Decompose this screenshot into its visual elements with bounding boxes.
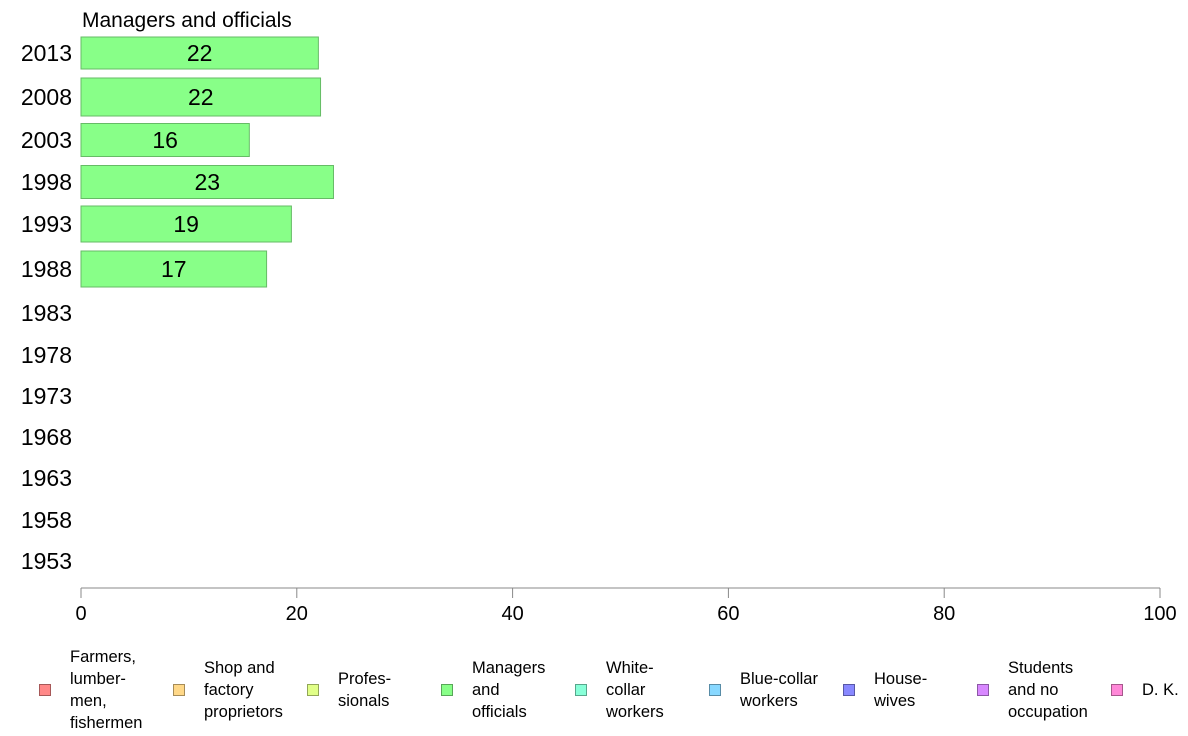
x-tick-label: 60	[717, 603, 739, 625]
bar	[80, 165, 334, 199]
legend-item: White- collar workers	[575, 657, 664, 723]
chart-rows: 2013 22 2008 22 2003 16 1998 23 1993 19 1988 17 1983…	[21, 36, 334, 574]
bar	[80, 205, 292, 243]
legend-item: Managers and officials	[441, 657, 545, 723]
x-tick-label: 40	[501, 603, 523, 625]
x-tick-label: 100	[1143, 603, 1176, 625]
legend-swatch	[307, 684, 319, 696]
legend-item: Farmers, lumber- men, fishermen	[39, 646, 142, 734]
bar	[80, 77, 322, 117]
bar-value-label: 17	[161, 256, 187, 282]
chart: Managers and officials 2013 22 2008 22 2003 1…	[21, 9, 1177, 625]
y-tick-label: 1973	[21, 383, 72, 409]
legend-item: Profes- sionals	[307, 668, 391, 712]
legend-swatch	[575, 684, 587, 696]
legend: Farmers, lumber- men, fishermen Shop and …	[0, 646, 1188, 732]
y-tick-label: 1983	[21, 300, 72, 326]
x-tick-label: 0	[75, 603, 86, 625]
x-tick-label: 20	[286, 603, 308, 625]
y-tick-label: 1963	[21, 465, 72, 491]
legend-swatch	[173, 684, 185, 696]
y-tick-label: 1968	[21, 424, 72, 450]
y-tick-label: 1993	[21, 211, 72, 237]
legend-swatch	[709, 684, 721, 696]
bar-value-label: 23	[194, 169, 220, 195]
legend-label: House- wives	[874, 670, 928, 710]
bar-value-label: 16	[152, 127, 178, 153]
legend-label: Shop and factory proprietors	[204, 659, 283, 721]
y-tick-label: 1978	[21, 342, 72, 368]
bar	[80, 123, 250, 157]
x-axis: 0 20 40 60 80 100	[75, 588, 1177, 625]
legend-label: Farmers, lumber- men, fishermen	[70, 648, 143, 732]
y-tick-label: 1988	[21, 256, 72, 282]
y-tick-label: 1998	[21, 169, 72, 195]
y-tick-label: 2008	[21, 84, 72, 110]
bar-value-label: 22	[188, 84, 214, 110]
legend-label: White- collar workers	[606, 659, 664, 721]
legend-swatch	[977, 684, 989, 696]
legend-label: Students and no occupation	[1008, 659, 1088, 721]
legend-label: Profes- sionals	[338, 670, 392, 710]
legend-swatch	[1111, 684, 1123, 696]
legend-swatch	[39, 684, 51, 696]
x-tick-label: 80	[933, 603, 955, 625]
legend-swatch	[441, 684, 453, 696]
y-tick-label: 2013	[21, 40, 72, 66]
legend-label: Managers and officials	[472, 659, 546, 721]
legend-swatch	[843, 684, 855, 696]
bar	[80, 36, 319, 70]
bar-value-label: 19	[173, 211, 199, 237]
legend-item: House- wives	[843, 668, 927, 712]
legend-item: Blue-collar workers	[709, 668, 818, 712]
legend-item: Shop and factory proprietors	[173, 657, 283, 723]
legend-item: Students and no occupation	[977, 657, 1088, 723]
chart-title: Managers and officials	[82, 9, 292, 32]
y-tick-label: 1958	[21, 507, 72, 533]
y-tick-label: 1953	[21, 548, 72, 574]
y-tick-label: 2003	[21, 127, 72, 153]
legend-item: D. K.	[1111, 679, 1179, 701]
legend-label: D. K.	[1142, 681, 1179, 699]
legend-label: Blue-collar workers	[740, 670, 818, 710]
bar	[80, 250, 268, 288]
bar-value-label: 22	[187, 40, 213, 66]
